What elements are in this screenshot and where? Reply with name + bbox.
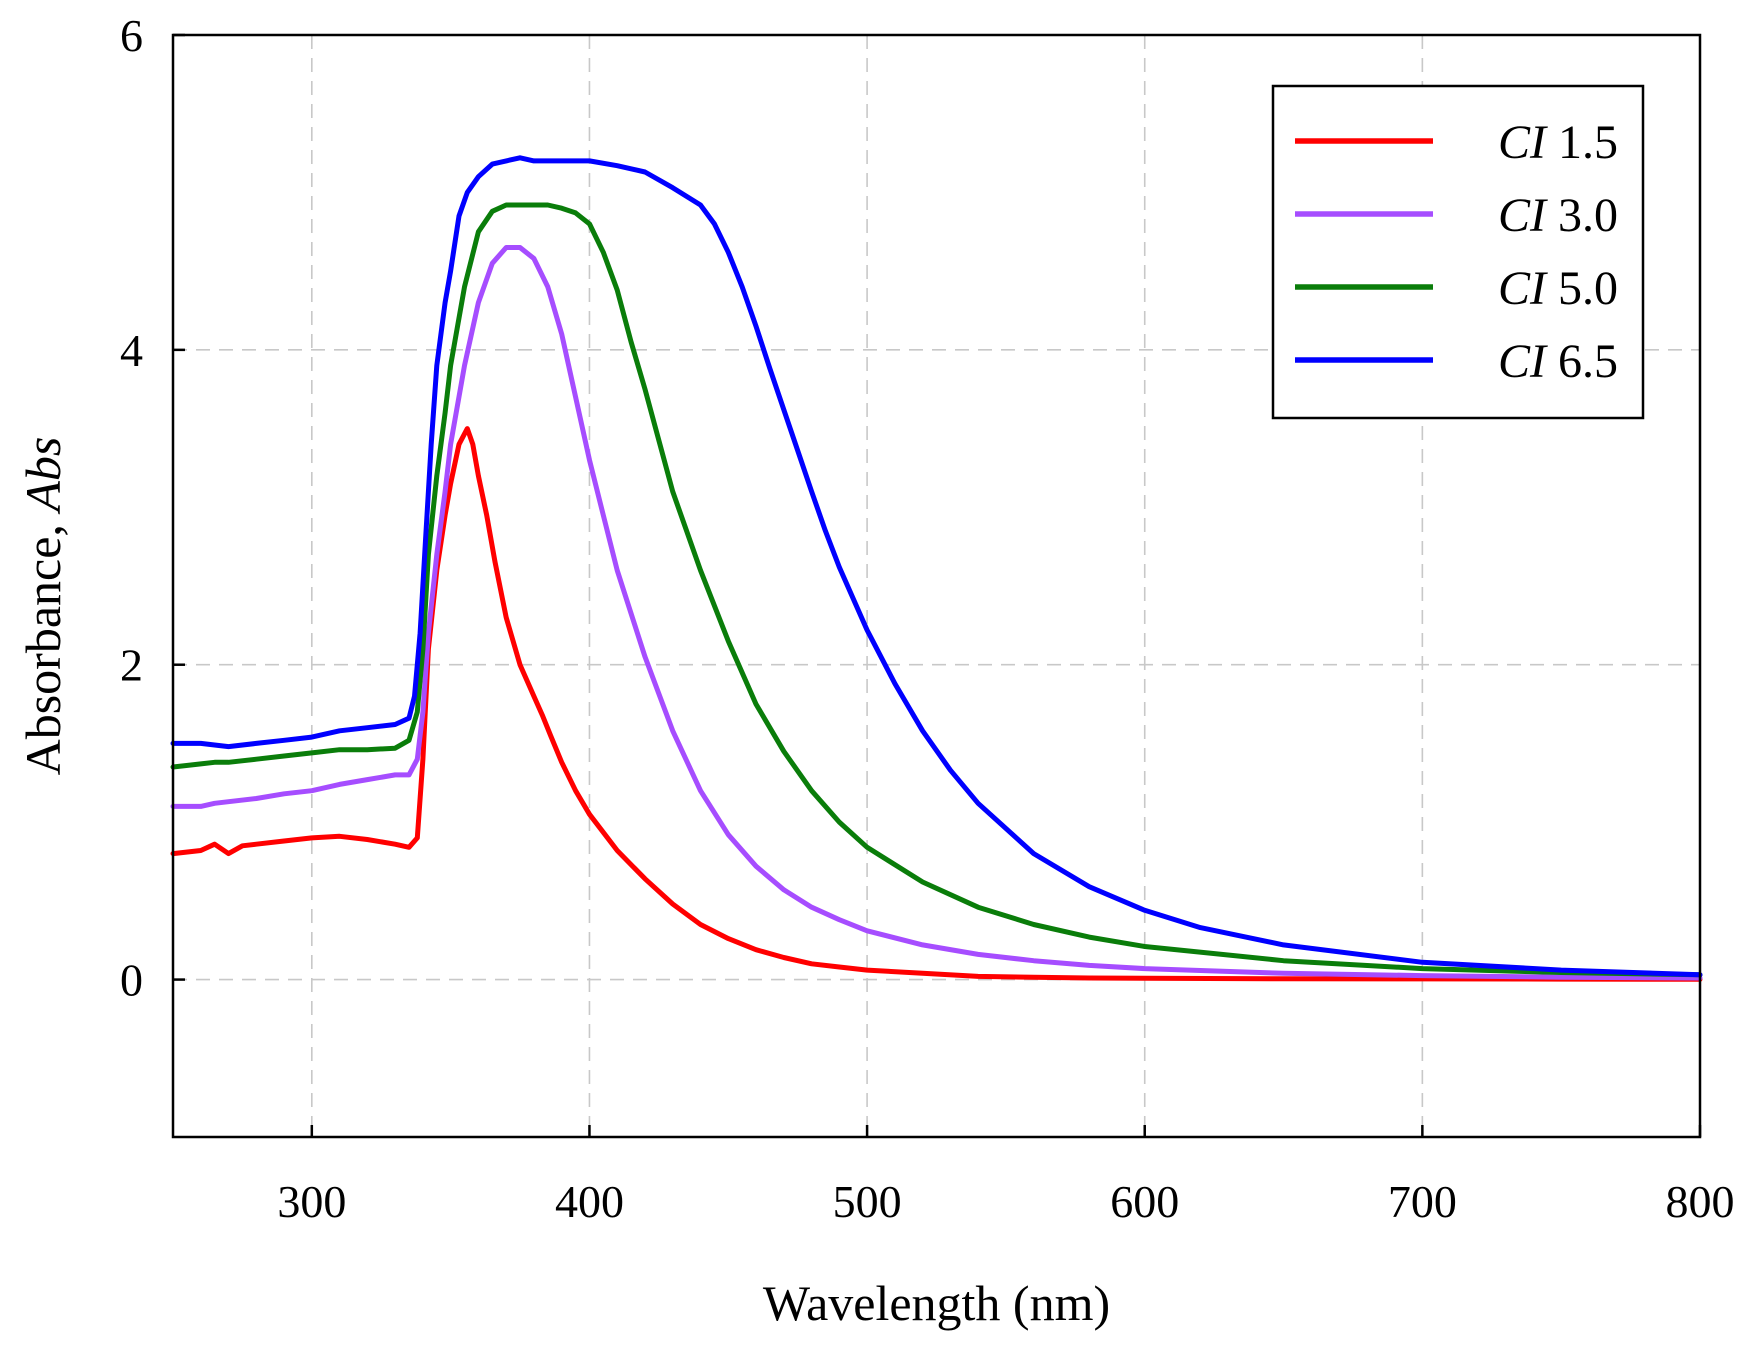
legend: CI 1.5 CI 3.0 CI 5.0 CI 6.5 [1271, 84, 1645, 420]
x-tick-label: 300 [277, 1176, 346, 1227]
x-tick-label: 400 [555, 1176, 624, 1227]
series-line-4 [170, 155, 1703, 978]
series-layer [170, 155, 1703, 982]
y-tick-label: 2 [120, 640, 143, 691]
x-axis-title: Wavelength (nm) [763, 1275, 1110, 1331]
x-tick-label: 800 [1666, 1176, 1735, 1227]
y-tick-label: 0 [120, 955, 143, 1006]
axis-ticks: 300 400 500 600 700 800 0 2 4 6 [120, 10, 1735, 1227]
x-tick-label: 700 [1388, 1176, 1457, 1227]
series-line-1 [170, 426, 1703, 982]
y-axis-title: Absorbance, Abs [15, 437, 71, 776]
series-line-2 [170, 245, 1703, 981]
x-tick-label: 500 [833, 1176, 902, 1227]
y-axis-title-italic: Abs [15, 437, 71, 515]
y-tick-label: 6 [120, 10, 143, 61]
series-line-3 [170, 202, 1703, 978]
y-axis-title-prefix: Absorbance, [15, 512, 71, 776]
legend-label-2: CI 3.0 [1498, 189, 1618, 242]
legend-label-1: CI 1.5 [1498, 116, 1618, 169]
legend-label-4: CI 6.5 [1498, 335, 1618, 388]
legend-label-3: CI 5.0 [1498, 262, 1618, 315]
x-tick-label: 600 [1110, 1176, 1179, 1227]
y-tick-label: 4 [120, 325, 143, 376]
plot-frame [171, 33, 1702, 1139]
